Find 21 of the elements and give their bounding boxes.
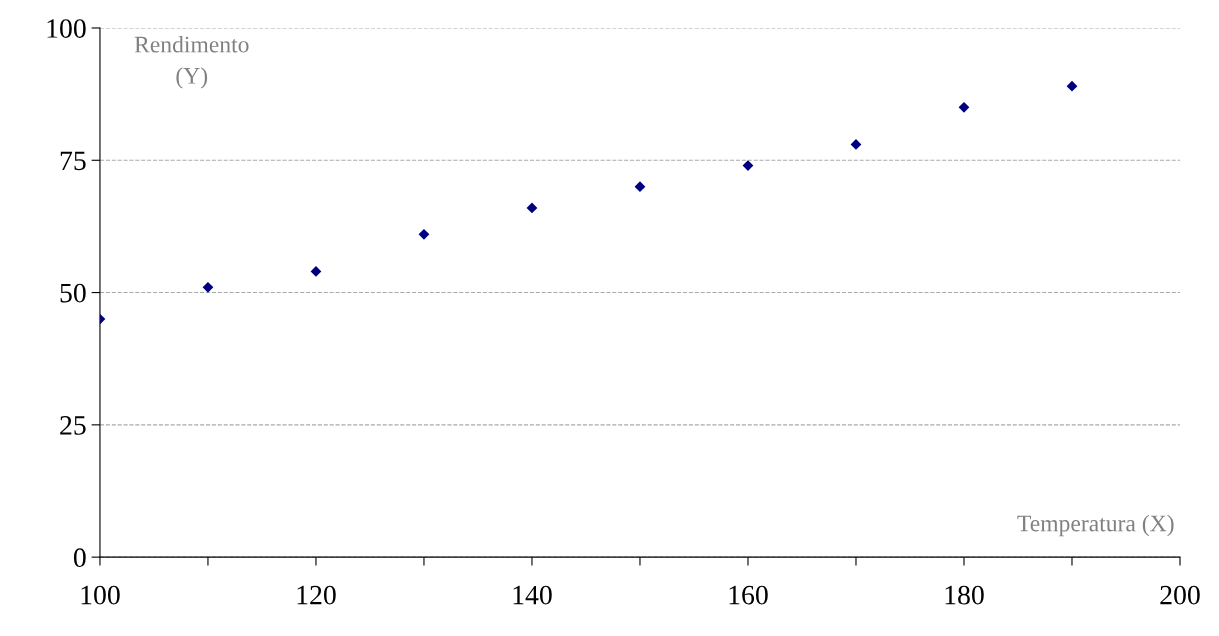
point (850, 139, 862, 150)
point (202, 281, 214, 293)
y-tick-label: 75 (60, 151, 86, 171)
x-tick-label: 100 (81, 585, 120, 605)
y-tick-label: 25 (60, 416, 86, 435)
point (634, 181, 646, 193)
x-tick-label: 140 (513, 585, 552, 605)
y-tick-label: 50 (60, 283, 86, 303)
x-tick-label: 180 (945, 585, 984, 605)
x-tick-label: 160 (729, 585, 768, 605)
y-axis-title: Rendimento (Y) (134, 35, 249, 89)
point (958, 101, 970, 113)
point (1066, 80, 1078, 92)
point (418, 228, 430, 240)
point (310, 266, 322, 277)
y-tick-label: 0 (73, 548, 86, 568)
y-tick-label: 100 (47, 19, 86, 38)
x-axis-title: Temperatura (X) (1017, 514, 1174, 537)
x-tick-label: 120 (297, 585, 336, 605)
point (526, 202, 538, 214)
x-tick-label: 200 (1160, 585, 1200, 605)
